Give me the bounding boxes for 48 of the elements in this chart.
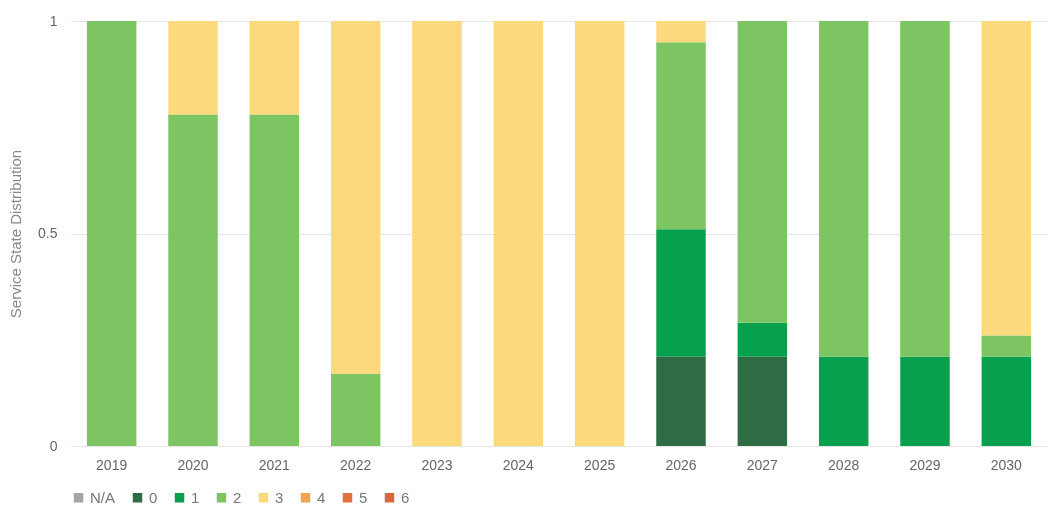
bar: [574, 21, 625, 446]
bar: [981, 335, 1032, 357]
bar: [168, 21, 218, 115]
legend-label: 5: [359, 488, 368, 506]
bar: [86, 21, 137, 446]
legend-label: 6: [401, 488, 410, 506]
x-tick-label: 2028: [828, 456, 860, 473]
bar: [900, 356, 950, 446]
x-tick-label: 2030: [990, 456, 1023, 473]
bar: [737, 21, 788, 323]
x-tick-label: 2027: [746, 456, 779, 473]
bar: [656, 21, 706, 43]
legend-label: 0: [149, 488, 158, 506]
x-tick-label: 2029: [909, 456, 941, 473]
bar: [656, 356, 706, 446]
bar: [981, 21, 1032, 336]
legend-label: 2: [233, 488, 242, 506]
bar: [737, 322, 788, 357]
legend-label: 4: [317, 488, 326, 506]
x-tick-label: 2021: [258, 456, 291, 473]
x-tick-label: 2026: [665, 456, 697, 473]
x-tick-label: 2024: [502, 456, 535, 473]
x-tick-label: 2022: [340, 456, 372, 473]
y-axis-title: Service State Distribution: [7, 149, 25, 319]
bar: [249, 21, 300, 115]
x-tick-label: 2020: [177, 456, 209, 473]
bar: [656, 229, 706, 357]
y-tick-label: 0: [49, 437, 58, 454]
bar: [330, 373, 381, 446]
bar: [818, 21, 869, 357]
x-tick-label: 2023: [421, 456, 453, 473]
x-tick-label: 2025: [584, 456, 616, 473]
bar: [330, 21, 381, 374]
bar: [249, 114, 300, 446]
legend-label: 3: [275, 488, 284, 506]
bar: [493, 21, 544, 446]
y-tick-label: 1: [49, 12, 58, 29]
bar: [737, 356, 788, 446]
bar: [981, 356, 1032, 446]
bar: [818, 356, 869, 446]
x-tick-label: 2019: [96, 456, 128, 473]
bar: [412, 21, 462, 446]
y-tick-label: 0.5: [38, 225, 58, 241]
bar: [900, 21, 950, 357]
legend-label: N/A: [90, 488, 116, 506]
bar: [168, 114, 218, 446]
legend-label: 1: [191, 488, 200, 506]
bar: [656, 42, 706, 230]
